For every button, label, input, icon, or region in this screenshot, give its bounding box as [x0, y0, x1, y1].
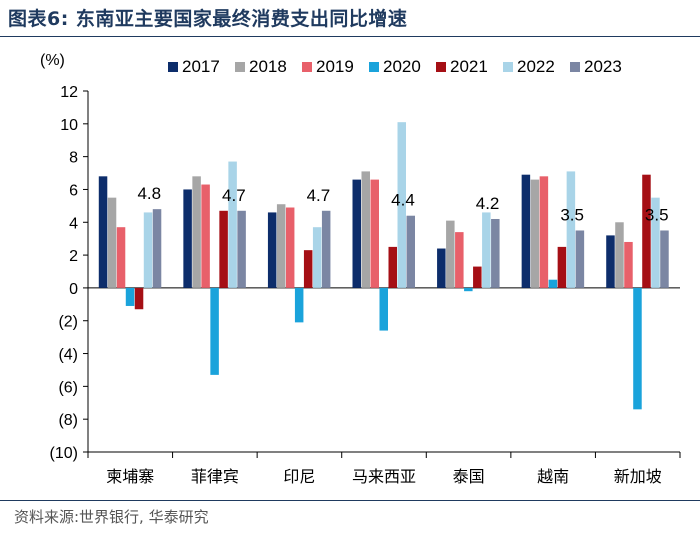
x-tick-label: 菲律宾	[191, 468, 239, 486]
x-tick-label: 泰国	[453, 468, 485, 486]
bar-2021-2	[303, 250, 313, 288]
data-label-2023-1: 4.7	[222, 186, 246, 205]
legend-label-2023: 2023	[584, 57, 622, 76]
footer-divider	[0, 500, 700, 501]
bar-2017-5	[521, 174, 531, 288]
bar-2018-6	[615, 222, 624, 288]
bar-2023-2	[321, 210, 331, 288]
legend-swatch-2018	[235, 62, 245, 72]
data-label-2023-6: 3.5	[645, 205, 669, 224]
x-tick-label: 新加坡	[614, 468, 662, 486]
chart-title: 图表6: 东南亚主要国家最终消费支出同比增速	[8, 8, 408, 30]
bar-2017-4	[437, 248, 446, 288]
data-label-2023-5: 3.5	[560, 205, 584, 224]
bar-2021-0	[134, 287, 144, 310]
data-label-2023-3: 4.4	[391, 191, 415, 210]
bar-2021-5	[557, 246, 567, 288]
bar-2020-1	[210, 287, 219, 375]
x-tick-label: 印尼	[283, 468, 315, 486]
bar-2019-1	[201, 184, 210, 288]
x-tick-label: 越南	[537, 468, 569, 486]
bar-2017-6	[606, 235, 615, 288]
x-tick-label: 柬埔寨	[106, 468, 154, 486]
y-tick-label: 0	[69, 281, 78, 298]
y-tick-label: (6)	[58, 379, 78, 396]
y-tick-label: (8)	[58, 412, 78, 429]
bar-2018-3	[361, 171, 370, 288]
legend-swatch-2020	[369, 62, 379, 72]
bar-2022-3	[397, 122, 406, 288]
legend-label-2021: 2021	[450, 57, 488, 76]
bar-2021-4	[473, 266, 482, 288]
x-tick-label: 马来西亚	[352, 468, 416, 486]
legend-label-2017: 2017	[182, 57, 220, 76]
legend-swatch-2023	[570, 62, 580, 72]
title-divider	[0, 36, 700, 37]
bar-2021-1	[219, 210, 228, 288]
bar-2018-5	[530, 179, 540, 288]
legend-label-2022: 2022	[517, 57, 555, 76]
bar-2017-2	[267, 212, 277, 288]
bar-2023-3	[406, 215, 415, 288]
y-tick-label: 2	[69, 248, 78, 265]
y-tick-label: 12	[60, 84, 78, 101]
y-tick-label: 10	[60, 117, 78, 134]
bar-2018-2	[276, 204, 286, 288]
y-tick-label: 8	[69, 150, 78, 167]
legend-label-2019: 2019	[316, 57, 354, 76]
data-label-2023-2: 4.7	[307, 186, 331, 205]
legend-swatch-2019	[302, 62, 312, 72]
data-label-2023-4: 4.2	[476, 194, 500, 213]
y-tick-label: (2)	[58, 314, 78, 331]
chart-area: (%) 12 10 8 6 4 2 0 (2) (4) (6) (8) (10) 4.8 柬埔寨 4.7 菲律宾…	[40, 52, 681, 486]
bar-2020-3	[379, 287, 388, 331]
bar-2017-1	[183, 189, 192, 288]
bar-2018-0	[107, 197, 117, 288]
bar-2023-5	[575, 230, 585, 288]
bar-2019-3	[370, 179, 379, 288]
bar-2022-1	[228, 161, 237, 288]
bar-2019-6	[624, 241, 633, 288]
bar-2017-3	[352, 179, 361, 288]
data-label-2023-0: 4.8	[137, 184, 161, 203]
bar-2017-0	[98, 176, 108, 288]
y-tick-label: 4	[69, 215, 78, 232]
legend-label-2020: 2020	[383, 57, 421, 76]
bar-2022-5	[566, 171, 576, 288]
bar-2023-4	[491, 218, 500, 288]
bar-2018-1	[192, 176, 201, 288]
bar-2018-4	[446, 220, 455, 288]
bar-2019-4	[455, 232, 464, 288]
bar-2023-1	[237, 210, 246, 288]
bar-2023-6	[660, 230, 669, 288]
y-tick-label: (4)	[58, 347, 78, 364]
legend-swatch-2022	[503, 62, 513, 72]
bar-2020-5	[548, 279, 558, 288]
y-tick-label: 6	[69, 182, 78, 199]
bar-2023-0	[152, 209, 162, 288]
y-axis-unit-label: (%)	[40, 52, 65, 69]
source-note: 资料来源:世界银行, 华泰研究	[14, 508, 209, 526]
legend-swatch-2021	[436, 62, 446, 72]
bar-2021-6	[642, 174, 651, 288]
bar-2019-0	[116, 227, 126, 288]
bar-2020-0	[125, 287, 135, 306]
bar-2022-0	[143, 212, 153, 288]
bar-2021-3	[388, 246, 397, 288]
legend-swatch-2017	[168, 62, 178, 72]
legend-label-2018: 2018	[249, 57, 287, 76]
bar-2020-4	[464, 287, 473, 292]
bar-2020-2	[294, 287, 304, 323]
bar-2022-2	[312, 227, 322, 288]
bar-2022-6	[651, 197, 660, 288]
bar-2019-5	[539, 176, 549, 288]
bar-2020-6	[633, 287, 642, 410]
bar-2022-4	[482, 212, 491, 288]
y-tick-label: (10)	[50, 445, 78, 462]
bar-2019-2	[285, 207, 295, 288]
